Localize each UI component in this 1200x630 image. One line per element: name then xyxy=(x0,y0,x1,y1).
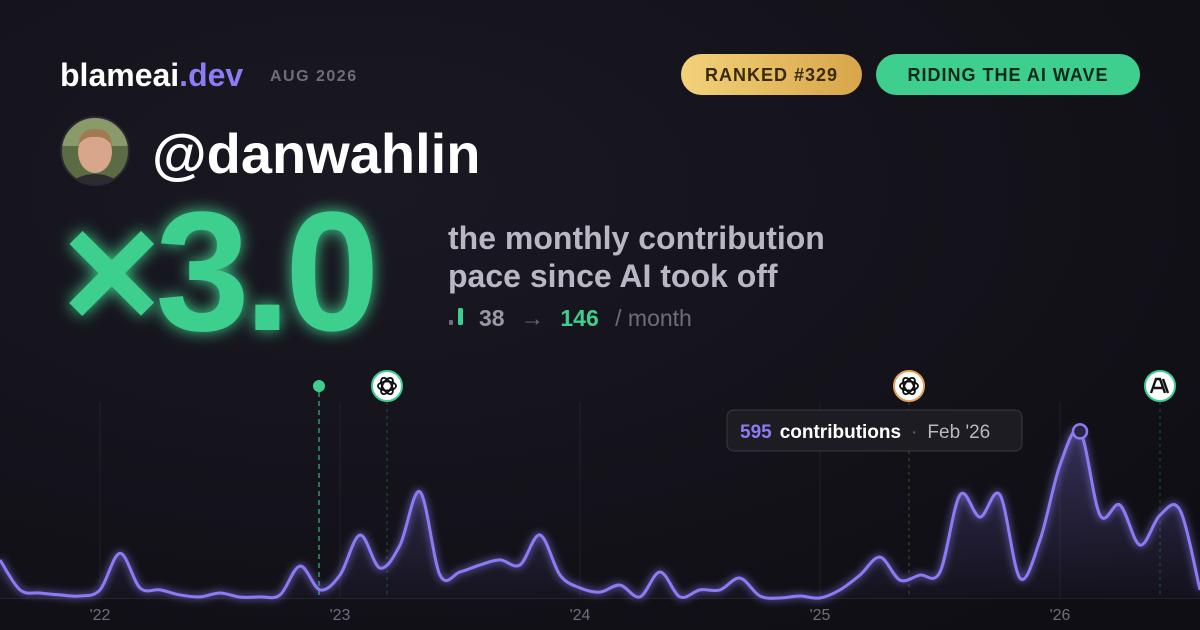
event-icon-bg xyxy=(371,370,403,402)
event-icon xyxy=(902,376,916,396)
multiplier: ×3.0 xyxy=(62,177,374,367)
x-tick-label: '22 xyxy=(90,607,111,624)
stat-unit: / month xyxy=(615,305,692,331)
status-badge-text: RIDING THE AI WAVE xyxy=(907,65,1108,85)
username: @danwahlin xyxy=(152,122,480,185)
brand: blameai.dev xyxy=(60,57,243,93)
tooltip-separator: · xyxy=(911,422,917,443)
stat-arrow: → xyxy=(521,305,544,331)
stat-icon xyxy=(449,320,453,325)
event-icon xyxy=(1149,377,1170,394)
event-icon xyxy=(380,376,394,396)
x-tick-label: '26 xyxy=(1050,607,1071,624)
tooltip-label: Feb '26 xyxy=(927,422,990,443)
rank-badge-text: RANKED #329 xyxy=(705,65,838,85)
stat-before: 38 xyxy=(479,305,505,331)
stats: 38 → 146 / month xyxy=(479,305,692,331)
event-icon xyxy=(899,380,919,392)
tooltip-text: 595 contributions · Feb '26 xyxy=(740,422,990,443)
tooltip-unit: contributions xyxy=(780,422,901,443)
event-dot xyxy=(313,380,325,392)
period: AUG 2026 xyxy=(270,68,358,85)
event-icon xyxy=(380,376,394,396)
avatar xyxy=(61,117,129,185)
event-icon-bg xyxy=(1144,370,1176,402)
event-icon-bg xyxy=(893,370,925,402)
x-tick-label: '25 xyxy=(810,607,831,624)
event-icon xyxy=(377,380,397,392)
highlight-ring xyxy=(1071,423,1089,440)
status-badge xyxy=(876,54,1140,95)
x-tick-label: '23 xyxy=(330,607,351,624)
tooltip-box xyxy=(726,409,1023,452)
stat-after: 146 xyxy=(560,305,598,331)
headline-line: the monthly contribution xyxy=(448,220,825,256)
brand-tld: .dev xyxy=(179,57,243,93)
chart: '22 '23 '24 '25 '26 595 contributions · Feb '26 xyxy=(0,370,1200,624)
headline-line: pace since AI took off xyxy=(448,258,778,294)
tooltip-value: 595 xyxy=(740,422,772,443)
avatar-border xyxy=(60,116,130,186)
brand-name: blameai xyxy=(60,57,179,93)
event-icon xyxy=(902,376,916,396)
area xyxy=(0,429,1200,599)
stat-icon xyxy=(458,308,463,325)
rank-badge xyxy=(681,54,862,95)
x-tick-label: '24 xyxy=(570,607,591,624)
line xyxy=(0,428,1200,600)
